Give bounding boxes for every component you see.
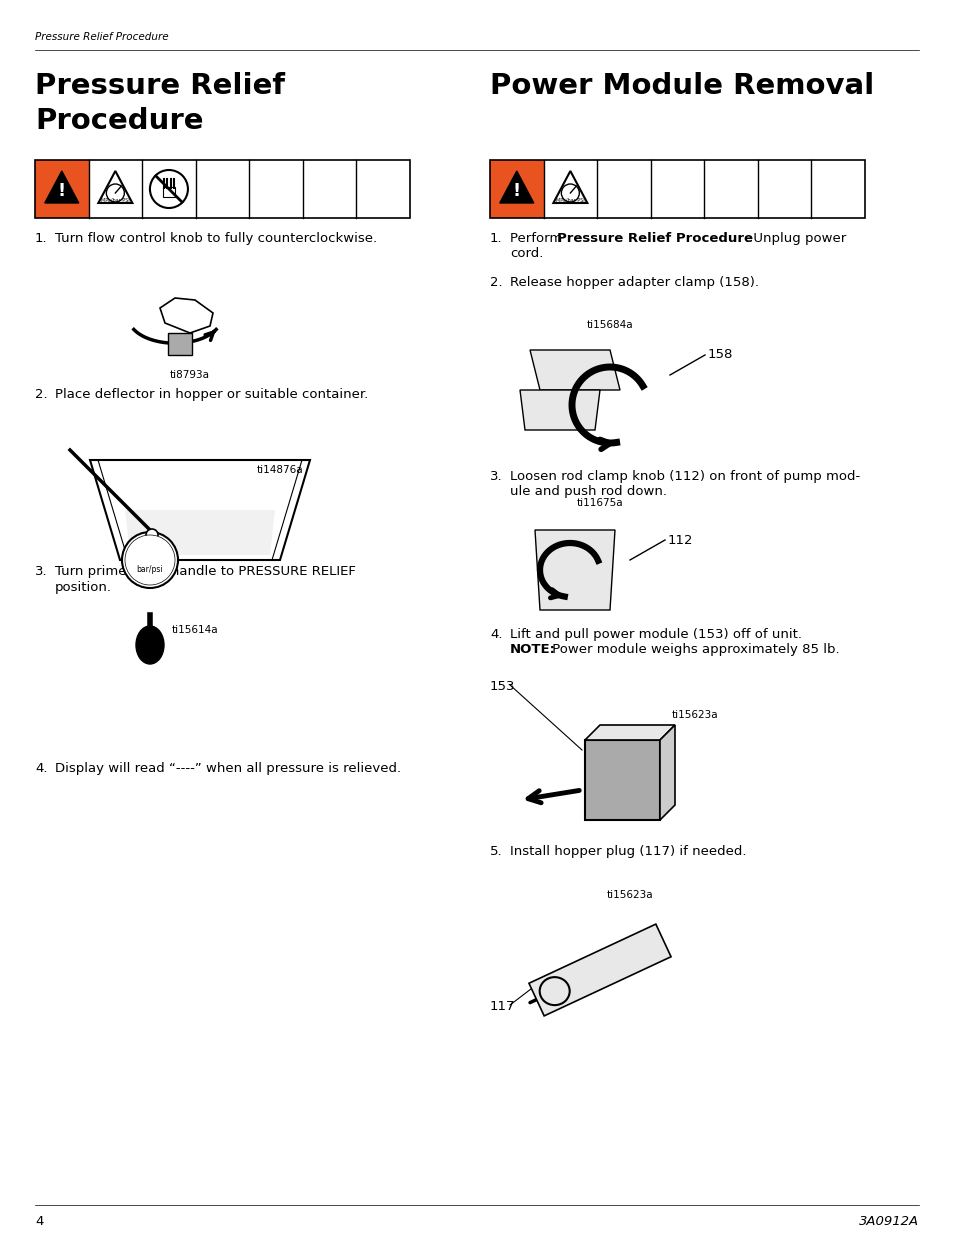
Text: 2.: 2. bbox=[490, 275, 502, 289]
Polygon shape bbox=[535, 530, 615, 610]
Polygon shape bbox=[125, 510, 274, 555]
Text: 158: 158 bbox=[707, 348, 733, 362]
Text: !: ! bbox=[58, 182, 66, 200]
Text: NOTE:: NOTE: bbox=[510, 643, 556, 656]
Ellipse shape bbox=[136, 626, 164, 664]
Text: ti14876a: ti14876a bbox=[256, 466, 303, 475]
Polygon shape bbox=[160, 298, 213, 333]
Text: Pressure Relief Procedure: Pressure Relief Procedure bbox=[35, 32, 169, 42]
Circle shape bbox=[150, 170, 188, 207]
Text: MPa/bar PSI: MPa/bar PSI bbox=[556, 198, 584, 203]
Text: MPa/bar PSI: MPa/bar PSI bbox=[101, 198, 130, 203]
Text: Perform: Perform bbox=[510, 232, 566, 245]
Circle shape bbox=[122, 532, 178, 588]
Bar bbox=[584, 740, 659, 820]
Circle shape bbox=[125, 535, 174, 585]
Text: 153: 153 bbox=[490, 680, 515, 693]
Circle shape bbox=[146, 529, 158, 541]
Polygon shape bbox=[45, 170, 79, 203]
Text: 5.: 5. bbox=[490, 845, 502, 858]
Bar bbox=[163, 186, 174, 198]
Text: 4.: 4. bbox=[35, 762, 48, 776]
Polygon shape bbox=[530, 350, 619, 390]
Bar bbox=[490, 161, 864, 219]
Text: Turn prime valve handle to PRESSURE RELIEF: Turn prime valve handle to PRESSURE RELI… bbox=[55, 564, 355, 578]
Text: 1.: 1. bbox=[35, 232, 48, 245]
Text: Turn flow control knob to fully counterclockwise.: Turn flow control knob to fully counterc… bbox=[55, 232, 376, 245]
Text: 3.: 3. bbox=[490, 471, 502, 483]
Text: Loosen rod clamp knob (112) on front of pump mod-: Loosen rod clamp knob (112) on front of … bbox=[510, 471, 860, 483]
Text: Procedure: Procedure bbox=[35, 107, 203, 135]
Text: Install hopper plug (117) if needed.: Install hopper plug (117) if needed. bbox=[510, 845, 745, 858]
Polygon shape bbox=[90, 459, 310, 559]
Text: 117: 117 bbox=[490, 1000, 515, 1013]
Polygon shape bbox=[528, 924, 670, 1016]
Polygon shape bbox=[584, 725, 675, 740]
Text: 2.: 2. bbox=[35, 388, 48, 401]
Text: Lift and pull power module (153) off of unit.: Lift and pull power module (153) off of … bbox=[510, 629, 801, 641]
Text: Pressure Relief Procedure: Pressure Relief Procedure bbox=[557, 232, 752, 245]
Text: Display will read “----” when all pressure is relieved.: Display will read “----” when all pressu… bbox=[55, 762, 400, 776]
Bar bbox=[490, 161, 543, 219]
Text: 112: 112 bbox=[667, 534, 693, 547]
Text: ti15623a: ti15623a bbox=[671, 710, 718, 720]
Circle shape bbox=[106, 184, 124, 203]
Text: bar/psi: bar/psi bbox=[136, 566, 163, 574]
Text: Release hopper adapter clamp (158).: Release hopper adapter clamp (158). bbox=[510, 275, 759, 289]
Text: !: ! bbox=[512, 182, 520, 200]
Polygon shape bbox=[519, 390, 599, 430]
Text: Power module weighs approximately 85 lb.: Power module weighs approximately 85 lb. bbox=[547, 643, 839, 656]
Ellipse shape bbox=[539, 977, 569, 1005]
Bar bbox=[35, 161, 89, 219]
Text: Pressure Relief: Pressure Relief bbox=[35, 72, 285, 100]
Bar bbox=[35, 161, 410, 219]
Text: 4.: 4. bbox=[490, 629, 502, 641]
Text: position.: position. bbox=[55, 580, 112, 594]
Text: ti15614a: ti15614a bbox=[172, 625, 218, 635]
Polygon shape bbox=[659, 725, 675, 820]
Text: 4: 4 bbox=[35, 1215, 43, 1228]
Text: ti8793a: ti8793a bbox=[170, 370, 210, 380]
Circle shape bbox=[560, 184, 578, 203]
Text: . Unplug power: . Unplug power bbox=[744, 232, 845, 245]
Text: Place deflector in hopper or suitable container.: Place deflector in hopper or suitable co… bbox=[55, 388, 368, 401]
Polygon shape bbox=[499, 170, 534, 203]
Text: ti15623a: ti15623a bbox=[606, 890, 653, 900]
Text: ule and push rod down.: ule and push rod down. bbox=[510, 485, 666, 498]
Text: ti15684a: ti15684a bbox=[586, 320, 633, 330]
Bar bbox=[168, 333, 192, 354]
Text: 3A0912A: 3A0912A bbox=[858, 1215, 918, 1228]
Text: 3.: 3. bbox=[35, 564, 48, 578]
Text: ti11675a: ti11675a bbox=[576, 498, 622, 508]
Text: 1.: 1. bbox=[490, 232, 502, 245]
Text: cord.: cord. bbox=[510, 247, 543, 261]
Text: Power Module Removal: Power Module Removal bbox=[490, 72, 873, 100]
